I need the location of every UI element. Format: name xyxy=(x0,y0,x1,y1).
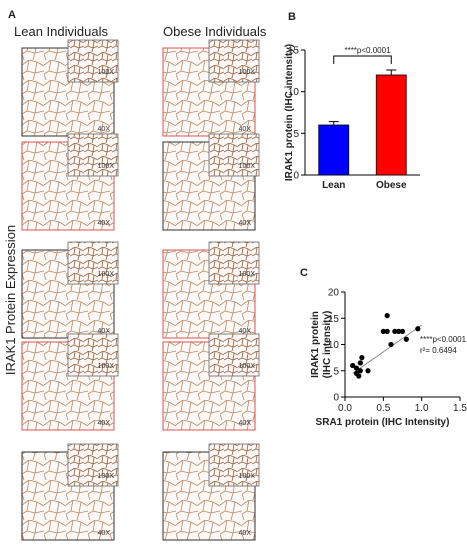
bar xyxy=(375,74,407,176)
magnification-label: 100X xyxy=(98,271,115,278)
scatter-point xyxy=(399,328,406,334)
y-axis-label: (IHC intensity) xyxy=(322,311,333,379)
y-tick-label: 15 xyxy=(288,46,300,57)
magnification-label: 40X xyxy=(98,420,111,427)
error-bar xyxy=(386,69,397,75)
y-tick-label: 0 xyxy=(333,393,339,404)
scatter-point xyxy=(365,368,371,374)
x-tick-label: 0.0 xyxy=(338,403,352,414)
scatter-point xyxy=(357,368,363,374)
magnification-label: 100X xyxy=(98,69,115,76)
micrograph-inset xyxy=(208,443,260,487)
y-tick-label: 5 xyxy=(293,129,299,140)
annotation: ****p<0.0001 xyxy=(420,335,467,344)
y-tick-label: 15 xyxy=(328,314,340,325)
micrograph-inset xyxy=(67,39,119,83)
scatter-point xyxy=(403,336,409,342)
magnification-label: 100X xyxy=(98,473,115,480)
x-tick-label: Lean xyxy=(322,180,345,191)
annotation: ****p<0.0001 xyxy=(344,46,391,55)
y-tick-label: 20 xyxy=(328,288,340,299)
micrograph-inset xyxy=(67,443,119,487)
scatter-point xyxy=(380,328,386,334)
magnification-label: 40X xyxy=(98,530,111,537)
scatter-point xyxy=(350,362,356,369)
scatter-point xyxy=(359,355,365,361)
magnification-label: 40X xyxy=(239,420,252,427)
scatter-point xyxy=(357,360,363,366)
x-tick-label: 1.5 xyxy=(453,403,467,414)
magnification-label: 100X xyxy=(239,163,256,170)
micrograph-inset xyxy=(67,133,119,177)
y-tick-label: 0 xyxy=(293,171,299,182)
significance-bracket xyxy=(333,55,392,64)
magnification-label: 40X xyxy=(98,328,111,335)
column-header: Obese Individuals xyxy=(163,24,267,39)
magnification-label: 100X xyxy=(98,163,115,170)
panel-label: A xyxy=(8,9,16,21)
y-tick-label: 10 xyxy=(328,340,340,351)
annotation: r²= 0.6494 xyxy=(420,346,457,355)
scatter-point xyxy=(353,365,360,371)
error-bar xyxy=(328,121,339,125)
scatter-point xyxy=(396,328,402,334)
magnification-label: 40X xyxy=(239,220,252,227)
y-axis-label: IRAK1 protein (IHC intensity) xyxy=(284,44,295,181)
micrograph-inset xyxy=(208,241,260,285)
magnification-label: 100X xyxy=(239,69,256,76)
magnification-label: 40X xyxy=(239,126,252,133)
magnification-label: 40X xyxy=(98,220,111,227)
column-header: Lean Individuals xyxy=(14,24,108,39)
row-label: IRAK1 Protein Expression xyxy=(3,225,18,375)
x-tick-label: 0.5 xyxy=(376,403,390,414)
scatter-point xyxy=(388,341,394,348)
magnification-label: 40X xyxy=(239,328,252,335)
y-axis-label: IRAK1 protein xyxy=(310,311,321,378)
fit-line xyxy=(352,324,422,374)
scatter-point xyxy=(392,328,398,334)
magnification-label: 100X xyxy=(239,271,256,278)
x-tick-label: 1.0 xyxy=(415,403,429,414)
bar xyxy=(318,124,350,176)
magnification-label: 100X xyxy=(98,363,115,370)
scatter-point xyxy=(384,313,390,319)
scatter-point xyxy=(415,326,421,332)
magnification-label: 40X xyxy=(98,126,111,133)
magnification-label: 100X xyxy=(239,473,256,480)
x-axis-label: SRA1 protein (IHC Intensity) xyxy=(316,417,450,428)
panel-label: B xyxy=(288,11,296,23)
micrograph-inset xyxy=(67,333,119,377)
panel-label: C xyxy=(300,267,308,279)
micrograph-inset xyxy=(208,39,260,83)
micrograph-inset xyxy=(208,133,260,177)
scatter-point xyxy=(384,328,390,334)
micrograph-inset xyxy=(208,333,260,377)
magnification-label: 40X xyxy=(239,530,252,537)
x-tick-label: Obese xyxy=(376,180,407,191)
y-tick-label: 10 xyxy=(288,87,300,98)
y-tick-label: 5 xyxy=(333,366,339,377)
scatter-point xyxy=(356,373,362,379)
micrograph-inset xyxy=(67,241,119,285)
magnification-label: 100X xyxy=(239,363,256,370)
